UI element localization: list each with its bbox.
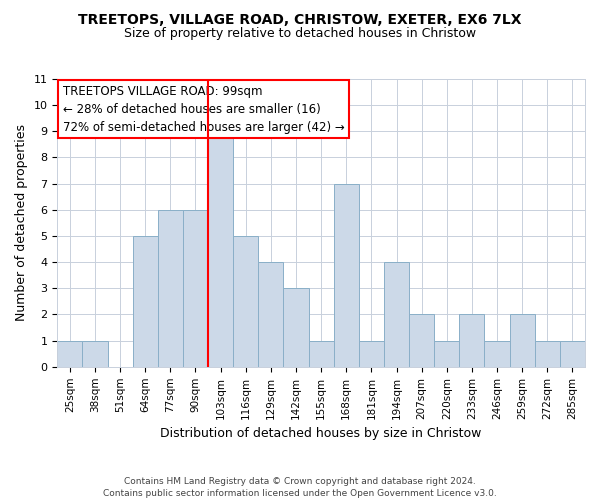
Bar [158,210,183,367]
Text: TREETOPS, VILLAGE ROAD, CHRISTOW, EXETER, EX6 7LX: TREETOPS, VILLAGE ROAD, CHRISTOW, EXETER… [78,12,522,26]
Bar [434,340,460,367]
Bar [384,262,409,367]
Text: Contains public sector information licensed under the Open Government Licence v3: Contains public sector information licen… [103,489,497,498]
Y-axis label: Number of detached properties: Number of detached properties [15,124,28,322]
Bar [484,340,509,367]
Bar [82,340,107,367]
Bar [560,340,585,367]
Bar [133,236,158,367]
Bar [183,210,208,367]
Bar [57,340,82,367]
Bar [208,132,233,367]
Bar [535,340,560,367]
Bar [283,288,308,367]
Bar [308,340,334,367]
Bar [259,262,283,367]
Bar [233,236,259,367]
Bar [334,184,359,367]
X-axis label: Distribution of detached houses by size in Christow: Distribution of detached houses by size … [160,427,482,440]
Text: TREETOPS VILLAGE ROAD: 99sqm
← 28% of detached houses are smaller (16)
72% of se: TREETOPS VILLAGE ROAD: 99sqm ← 28% of de… [62,85,344,134]
Bar [359,340,384,367]
Bar [460,314,484,367]
Bar [509,314,535,367]
Bar [409,314,434,367]
Text: Size of property relative to detached houses in Christow: Size of property relative to detached ho… [124,28,476,40]
Text: Contains HM Land Registry data © Crown copyright and database right 2024.: Contains HM Land Registry data © Crown c… [124,478,476,486]
